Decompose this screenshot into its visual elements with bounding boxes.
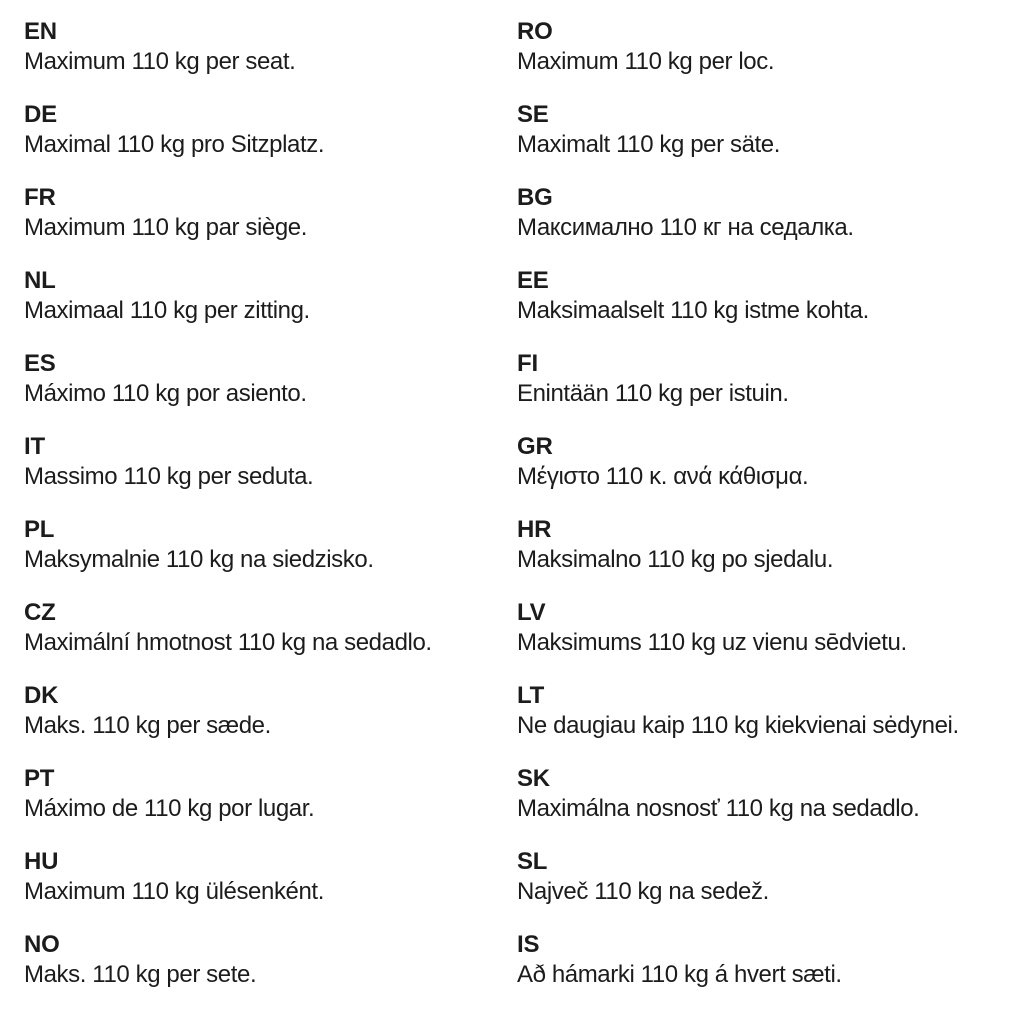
translation-text: Maximal 110 kg pro Sitzplatz. [24, 131, 325, 158]
language-block: LV Maksimums 110 kg uz vienu sēdvietu. [517, 598, 1010, 658]
language-block: SK Maximálna nosnosť 110 kg na sedadlo. [517, 764, 1010, 824]
translation-text: Enintään 110 kg per istuin. [517, 380, 789, 407]
language-code: DK [24, 682, 59, 709]
language-block: IS Að hámarki 110 kg á hvert sæti. [517, 930, 1010, 990]
translation-text: Maksimums 110 kg uz vienu sēdvietu. [517, 629, 907, 656]
language-code: EN [24, 18, 57, 45]
language-code: NO [24, 931, 60, 958]
language-block: PL Maksymalnie 110 kg na siedzisko. [24, 515, 517, 575]
translation-text: Максимално 110 кг на седалка. [517, 214, 854, 241]
language-code: SK [517, 765, 550, 792]
language-block: LT Ne daugiau kaip 110 kg kiekvienai sėdy… [517, 681, 1010, 741]
language-code: DE [24, 101, 57, 128]
translation-text: Máximo 110 kg por asiento. [24, 380, 307, 407]
column-left: EN Maximum 110 kg per seat. DE Maximal 110 … [24, 17, 517, 1013]
language-code: IS [517, 931, 540, 958]
language-code: LV [517, 599, 546, 626]
language-code: SL [517, 848, 548, 875]
language-code: RO [517, 18, 553, 45]
language-block: DE Maximal 110 kg pro Sitzplatz. [24, 100, 517, 160]
translation-text: Največ 110 kg na sedež. [517, 878, 769, 905]
translation-text: Maximaal 110 kg per zitting. [24, 297, 310, 324]
language-block: IT Massimo 110 kg per seduta. [24, 432, 517, 492]
language-code: EE [517, 267, 549, 294]
language-block: CZ Maximální hmotnost 110 kg na sedadlo. [24, 598, 517, 658]
language-code: BG [517, 184, 553, 211]
language-block: SE Maximalt 110 kg per säte. [517, 100, 1010, 160]
translation-text: Maks. 110 kg per sete. [24, 961, 257, 988]
translation-text: Maksimalno 110 kg po sjedalu. [517, 546, 834, 573]
translation-text: Maximum 110 kg per loc. [517, 48, 775, 75]
language-block: EN Maximum 110 kg per seat. [24, 17, 517, 77]
translation-text: Að hámarki 110 kg á hvert sæti. [517, 961, 842, 988]
translation-text: Máximo de 110 kg por lugar. [24, 795, 315, 822]
translation-text: Massimo 110 kg per seduta. [24, 463, 314, 490]
language-block: RO Maximum 110 kg per loc. [517, 17, 1010, 77]
column-right: RO Maximum 110 kg per loc. SE Maximalt 110 … [517, 17, 1010, 1013]
language-code: LT [517, 682, 545, 709]
language-code: CZ [24, 599, 56, 626]
language-block: FR Maximum 110 kg par siège. [24, 183, 517, 243]
language-block: BG Максимално 110 кг на седалка. [517, 183, 1010, 243]
language-code: FI [517, 350, 538, 377]
language-block: PT Máximo de 110 kg por lugar. [24, 764, 517, 824]
translation-text: Maximálna nosnosť 110 kg na sedadlo. [517, 795, 920, 822]
language-block: NL Maximaal 110 kg per zitting. [24, 266, 517, 326]
language-code: IT [24, 433, 45, 460]
language-block: NO Maks. 110 kg per sete. [24, 930, 517, 990]
translation-text: Maksymalnie 110 kg na siedzisko. [24, 546, 374, 573]
language-code: HR [517, 516, 552, 543]
translation-text: Ne daugiau kaip 110 kg kiekvienai sėdyne… [517, 712, 959, 739]
translation-text: Maks. 110 kg per sæde. [24, 712, 271, 739]
language-code: ES [24, 350, 56, 377]
language-code: GR [517, 433, 553, 460]
language-code: FR [24, 184, 56, 211]
translation-text: Maximalt 110 kg per säte. [517, 131, 781, 158]
translation-text: Maximum 110 kg ülésenként. [24, 878, 324, 905]
language-block: GR Μέγιστο 110 κ. ανά κάθισμα. [517, 432, 1010, 492]
translation-text: Maksimaalselt 110 kg istme kohta. [517, 297, 869, 324]
language-block: DK Maks. 110 kg per sæde. [24, 681, 517, 741]
translation-text: Maximální hmotnost 110 kg na sedadlo. [24, 629, 432, 656]
language-block: HU Maximum 110 kg ülésenként. [24, 847, 517, 907]
language-block: ES Máximo 110 kg por asiento. [24, 349, 517, 409]
language-block: EE Maksimaalselt 110 kg istme kohta. [517, 266, 1010, 326]
language-block: FI Enintään 110 kg per istuin. [517, 349, 1010, 409]
language-code: PT [24, 765, 55, 792]
language-code: NL [24, 267, 56, 294]
language-block: HR Maksimalno 110 kg po sjedalu. [517, 515, 1010, 575]
translation-text: Maximum 110 kg per seat. [24, 48, 296, 75]
language-code: PL [24, 516, 55, 543]
language-code: SE [517, 101, 549, 128]
translation-text: Maximum 110 kg par siège. [24, 214, 308, 241]
language-code: HU [24, 848, 59, 875]
translation-text: Μέγιστο 110 κ. ανά κάθισμα. [517, 463, 809, 490]
language-block: SL Največ 110 kg na sedež. [517, 847, 1010, 907]
